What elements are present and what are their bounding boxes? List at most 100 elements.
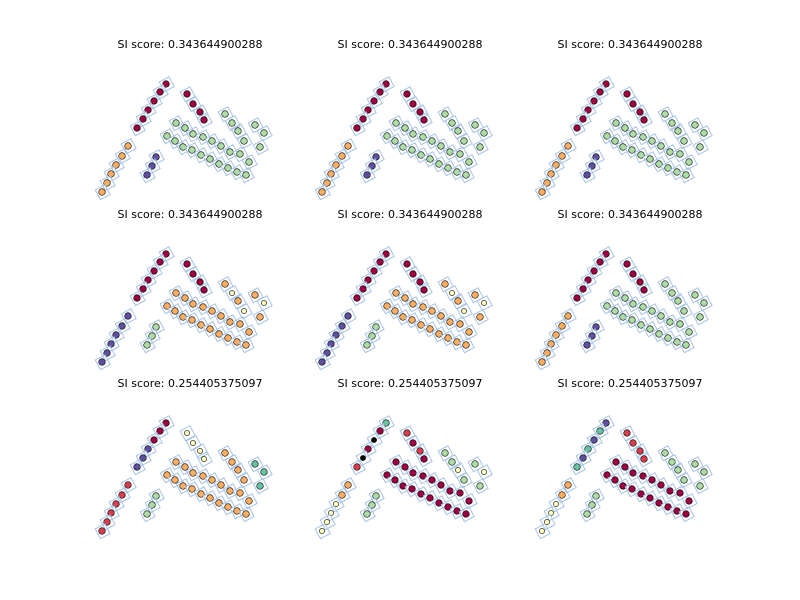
data-point bbox=[676, 489, 684, 497]
data-point bbox=[98, 188, 106, 196]
node-frame bbox=[615, 309, 632, 326]
node-frame bbox=[692, 478, 709, 495]
data-point bbox=[383, 471, 391, 479]
data-point bbox=[480, 129, 488, 137]
data-point bbox=[471, 291, 479, 299]
data-point bbox=[590, 267, 598, 275]
data-point bbox=[602, 250, 610, 258]
node-frame bbox=[633, 147, 650, 164]
node-frame bbox=[167, 133, 184, 150]
data-point bbox=[611, 476, 619, 484]
node-frame bbox=[252, 478, 269, 495]
node-frame bbox=[378, 246, 395, 263]
data-point bbox=[401, 124, 409, 132]
data-point bbox=[190, 440, 196, 446]
data-point bbox=[602, 80, 610, 88]
node-frame bbox=[651, 326, 668, 343]
data-point bbox=[171, 476, 179, 484]
data-point bbox=[637, 151, 645, 159]
node-frame bbox=[238, 337, 255, 354]
node-frame bbox=[195, 129, 212, 146]
node-frame bbox=[440, 330, 457, 347]
data-point bbox=[403, 429, 411, 437]
node-frame bbox=[569, 290, 586, 307]
node-frame bbox=[598, 415, 615, 432]
node-frame bbox=[395, 309, 412, 326]
node-frame bbox=[636, 282, 653, 299]
data-point bbox=[603, 132, 611, 140]
node-frame bbox=[323, 505, 340, 522]
node-frame bbox=[615, 478, 632, 495]
node-frame bbox=[444, 115, 461, 132]
node-frame bbox=[397, 290, 414, 307]
data-point bbox=[318, 188, 326, 196]
data-point bbox=[189, 469, 197, 477]
data-point bbox=[657, 142, 665, 150]
data-point bbox=[150, 267, 158, 275]
node-frame bbox=[670, 123, 687, 140]
node-frame bbox=[461, 154, 478, 171]
data-point bbox=[611, 307, 619, 315]
node-frame bbox=[636, 112, 653, 129]
node-frame bbox=[588, 488, 605, 505]
node-frame bbox=[177, 120, 194, 137]
data-point bbox=[453, 168, 461, 176]
node-frame bbox=[444, 454, 461, 471]
data-point bbox=[461, 308, 467, 314]
node-frame bbox=[450, 462, 467, 479]
data-point bbox=[215, 160, 223, 168]
node-frame bbox=[399, 425, 416, 442]
data-point bbox=[199, 133, 207, 141]
data-point bbox=[446, 318, 454, 326]
node-frame bbox=[476, 295, 493, 312]
node-frame bbox=[148, 149, 165, 166]
node-frame bbox=[431, 156, 448, 173]
node-frame bbox=[256, 295, 273, 312]
data-point bbox=[338, 491, 346, 499]
data-point bbox=[682, 171, 690, 179]
data-point bbox=[564, 481, 572, 489]
node-frame bbox=[692, 309, 709, 326]
data-point bbox=[172, 289, 180, 297]
data-point bbox=[163, 471, 171, 479]
data-point bbox=[544, 519, 550, 525]
node-frame bbox=[625, 126, 642, 143]
node-frame bbox=[678, 506, 695, 523]
data-point bbox=[188, 146, 196, 154]
data-point bbox=[318, 358, 326, 366]
data-point bbox=[612, 458, 620, 466]
data-point bbox=[655, 499, 663, 507]
node-frame bbox=[676, 303, 693, 320]
data-point bbox=[344, 142, 352, 150]
node-frame bbox=[368, 488, 385, 505]
data-point bbox=[228, 458, 236, 466]
data-point bbox=[328, 510, 334, 516]
data-point bbox=[668, 458, 676, 466]
data-point bbox=[399, 482, 407, 490]
data-point bbox=[208, 307, 216, 315]
node-frame bbox=[229, 334, 246, 351]
data-point bbox=[640, 116, 648, 124]
node-frame bbox=[359, 337, 376, 354]
data-point bbox=[221, 110, 229, 118]
data-point bbox=[224, 503, 232, 511]
data-point bbox=[420, 116, 428, 124]
data-point bbox=[590, 97, 598, 105]
data-point bbox=[143, 171, 151, 179]
data-point bbox=[471, 121, 479, 129]
data-point bbox=[668, 289, 676, 297]
data-point bbox=[676, 150, 684, 158]
data-point bbox=[179, 143, 187, 151]
data-point bbox=[408, 485, 416, 493]
data-point bbox=[449, 290, 455, 296]
data-point bbox=[573, 294, 581, 302]
data-point bbox=[251, 121, 259, 129]
node-frame bbox=[238, 506, 255, 523]
data-point bbox=[217, 481, 225, 489]
data-point bbox=[623, 90, 631, 98]
data-point bbox=[401, 463, 409, 471]
data-point bbox=[639, 133, 647, 141]
data-point bbox=[676, 320, 684, 328]
node-frame bbox=[379, 298, 396, 315]
node-frame bbox=[534, 354, 551, 371]
